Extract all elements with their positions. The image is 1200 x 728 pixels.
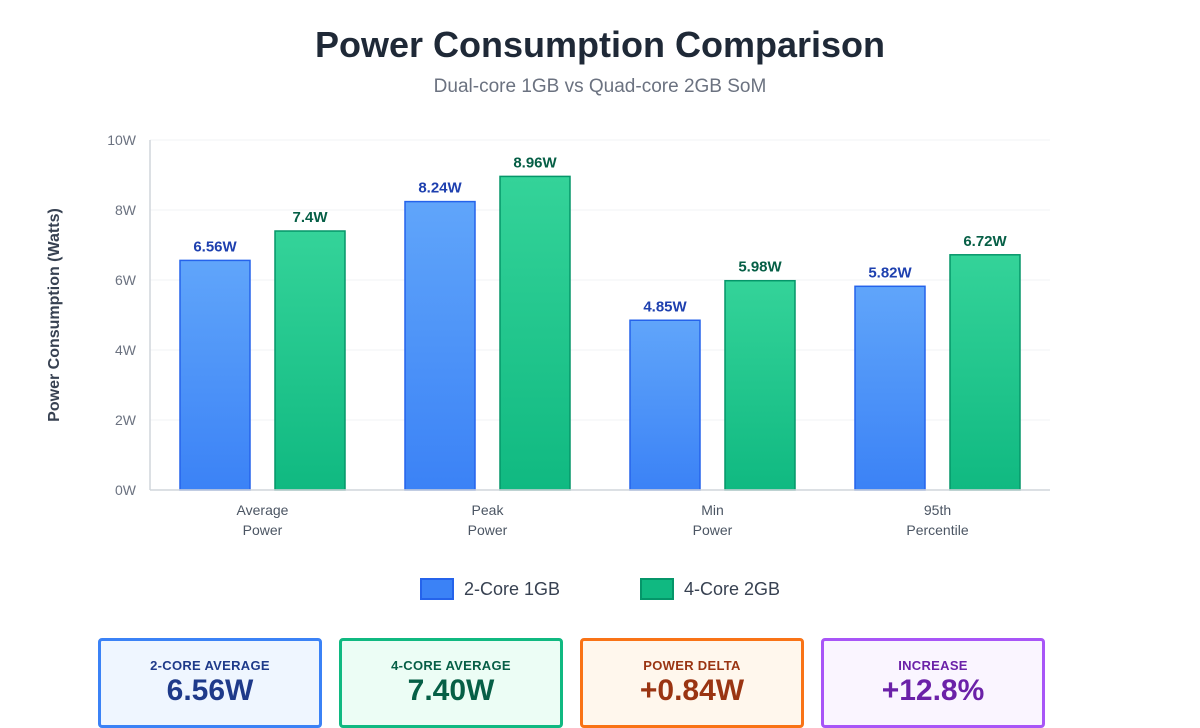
card-2core-average: 2-CORE AVERAGE 6.56W (98, 638, 322, 728)
legend-swatch-2core (419, 578, 454, 600)
card-4core-average: 4-CORE AVERAGE 7.40W (339, 638, 563, 728)
legend-swatch-4core (640, 578, 674, 600)
x-tick-label: Peak (472, 502, 505, 518)
bar-value-label: 5.82W (868, 264, 912, 281)
chart-title: Power Consumption Comparison (314, 24, 886, 65)
bar-4core (274, 230, 346, 491)
y-axis-label: Power Consumption (Watts) (46, 208, 63, 422)
card-value: +0.84W (639, 674, 745, 707)
bar-value-label: 8.24W (418, 180, 462, 197)
bar-value-label: 4.85W (643, 298, 687, 315)
card-label: 2-CORE AVERAGE (150, 658, 270, 673)
x-tick-label: Min (701, 502, 724, 518)
y-tick-label: 10W (107, 132, 137, 148)
card-power-delta: POWER DELTA +0.84W (580, 638, 804, 728)
legend-label-2core: 2-Core 1GB (463, 578, 560, 599)
bar-4core (724, 279, 796, 491)
axes: 0W 2W 4W 6W 8W 10W Power Consumption (Watts) Av… (46, 132, 1050, 538)
legend: 2-Core 1GB 4-Core 2GB (0, 578, 1200, 600)
bar-2core (179, 259, 251, 491)
bar-2core (629, 319, 701, 491)
bar-4core (499, 175, 571, 491)
legend-label-4core: 4-Core 2GB (684, 578, 781, 599)
card-increase: INCREASE +12.8% (821, 638, 1045, 728)
x-tick-label: Power (468, 522, 508, 538)
bar-value-label: 6.56W (193, 238, 237, 255)
x-tick-label: Power (243, 522, 283, 538)
bar-2core (854, 285, 926, 491)
x-tick-label: Power (693, 522, 733, 538)
y-tick-label: 4W (115, 342, 137, 358)
card-label: POWER DELTA (643, 658, 741, 673)
y-tick-label: 6W (115, 272, 137, 288)
legend-item-2core[interactable]: 2-Core 1GB (419, 578, 560, 600)
card-label: INCREASE (898, 658, 968, 673)
bars (179, 175, 1021, 491)
legend-item-4core[interactable]: 4-Core 2GB (640, 578, 780, 600)
card-label: 4-CORE AVERAGE (391, 658, 511, 673)
bar-value-label: 6.72W (963, 233, 1007, 250)
card-value: +12.8% (881, 674, 985, 707)
bar-labels: 6.56W 7.4W 8.24W 8.96W 4.85W 5.98W 5.82W 6.72W (193, 154, 1007, 315)
bar-value-label: 7.4W (292, 209, 328, 226)
y-tick-label: 0W (115, 482, 137, 498)
y-tick-label: 2W (115, 412, 137, 428)
card-value: 6.56W (166, 674, 254, 707)
bar-value-label: 8.96W (513, 154, 557, 171)
x-tick-label: Percentile (906, 522, 968, 538)
y-tick-label: 8W (115, 202, 137, 218)
bar-2core (404, 200, 476, 491)
x-tick-label: 95th (924, 502, 951, 518)
bar-4core (949, 254, 1021, 491)
x-tick-label: Average (237, 502, 289, 518)
card-value: 7.40W (407, 674, 495, 707)
chart-subtitle: Dual-core 1GB vs Quad-core 2GB SoM (433, 76, 767, 97)
bar-value-label: 5.98W (738, 259, 782, 276)
summary-cards: 2-CORE AVERAGE 6.56W 4-CORE AVERAGE 7.40… (98, 638, 1045, 728)
